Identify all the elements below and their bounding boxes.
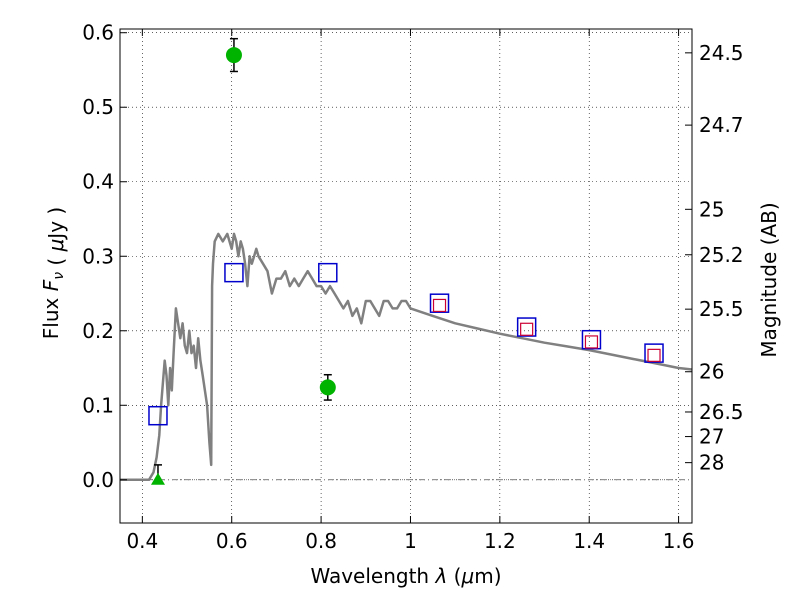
photometry-point xyxy=(429,293,450,313)
y-tick-label: 0.6 xyxy=(82,21,114,45)
y-tick-label: 0.3 xyxy=(82,244,114,268)
x-tick-label: 1.4 xyxy=(573,529,605,553)
right-axis-label: Magnitude (AB) xyxy=(757,202,781,357)
y-tick-label: 0.1 xyxy=(82,393,114,417)
x-tick-label: 1.2 xyxy=(484,529,516,553)
model-photometry-point xyxy=(520,322,534,336)
measured-flux-point xyxy=(225,47,242,64)
photometry-point xyxy=(224,262,244,283)
plot-frame xyxy=(119,28,693,524)
y-tick-label: 0.2 xyxy=(82,319,114,343)
y-tick-label: 0.4 xyxy=(82,170,114,194)
right-tick-label: 26.5 xyxy=(699,400,744,424)
grid xyxy=(120,29,692,523)
right-tick-label: 24.7 xyxy=(699,113,744,137)
right-tick-label: 25.5 xyxy=(699,297,744,321)
x-tick-label: 0.8 xyxy=(305,529,337,553)
photometry-point xyxy=(148,405,168,426)
x-axis-label: Wavelength λ (μm) xyxy=(310,564,501,588)
sed-model-line xyxy=(120,232,693,482)
y-tick-label: 0.0 xyxy=(82,468,114,492)
x-tick-label: 1.6 xyxy=(663,529,695,553)
right-tick-label: 25 xyxy=(699,197,724,221)
axis-ticks: 0.4 0.6 0.8 1 1.2 1.4 1.6 0.0 0.1 0.2 0.3 0.4 0.5 0.6… xyxy=(82,21,743,553)
x-tick-label: 0.6 xyxy=(216,529,248,553)
photometry-point xyxy=(644,343,664,363)
y-axis-label: Flux Fν ( μJy ) xyxy=(39,207,68,339)
right-tick-label: 25.2 xyxy=(699,243,744,267)
measured-flux-point xyxy=(319,379,336,396)
x-tick-label: 1 xyxy=(404,529,417,553)
plot-area xyxy=(120,37,693,485)
right-tick-label: 28 xyxy=(699,451,724,475)
model-photometry-point xyxy=(432,298,447,313)
photometry-point xyxy=(318,262,338,283)
photometry-point xyxy=(581,329,602,350)
upper-limit-point xyxy=(150,472,165,485)
right-tick-label: 26 xyxy=(699,360,724,384)
right-tick-label: 27 xyxy=(699,425,724,449)
photometry-point xyxy=(516,317,537,337)
x-tick-label: 0.4 xyxy=(126,529,158,553)
right-tick-label: 24.5 xyxy=(699,41,744,65)
model-photometry-point xyxy=(584,335,599,349)
y-tick-label: 0.5 xyxy=(82,95,114,119)
model-photometry-point xyxy=(647,348,661,362)
